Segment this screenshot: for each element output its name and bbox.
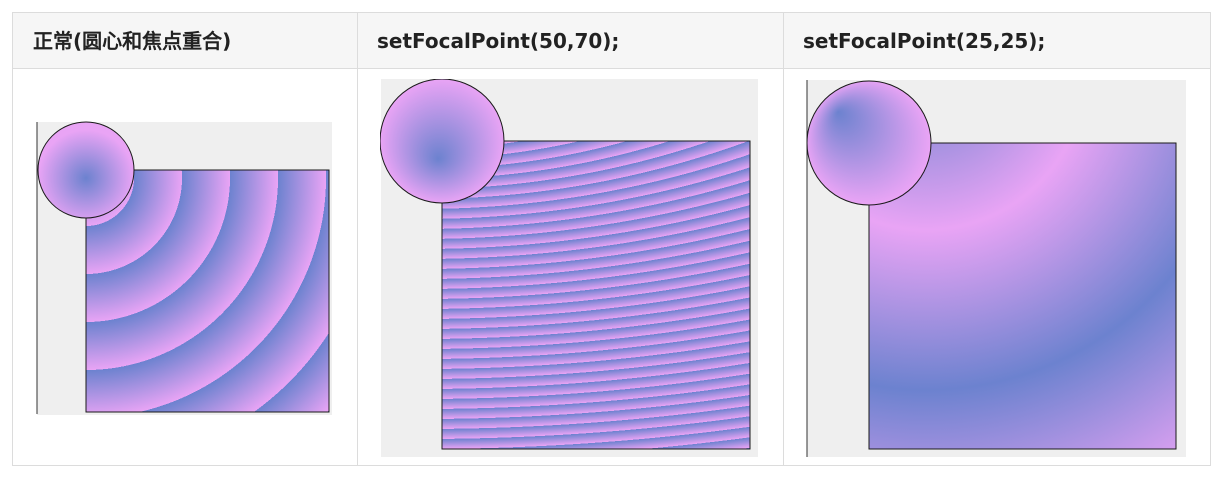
gradient-square (868, 142, 1177, 450)
column-divider (783, 13, 784, 465)
header-normal: 正常(圆心和焦点重合) (33, 29, 232, 53)
gradient-circle (380, 79, 505, 204)
header-focal-25-25: setFocalPoint(25,25); (803, 29, 1046, 53)
column-divider (357, 13, 358, 465)
gradient-circle (37, 121, 135, 219)
header-focal-50-70: setFocalPoint(50,70); (377, 29, 620, 53)
gradient-circle (806, 80, 932, 206)
gradient-square (441, 140, 751, 450)
radial-gradient-demo-focal-50-70 (380, 79, 758, 457)
gradient-square (85, 169, 330, 413)
table-header-row (13, 13, 1210, 69)
radial-gradient-demo-focal-25-25 (806, 80, 1186, 457)
radial-gradient-demo-normal (36, 121, 332, 415)
comparison-table: 正常(圆心和焦点重合) setFocalPoint(50,70); setFoc… (12, 12, 1211, 466)
